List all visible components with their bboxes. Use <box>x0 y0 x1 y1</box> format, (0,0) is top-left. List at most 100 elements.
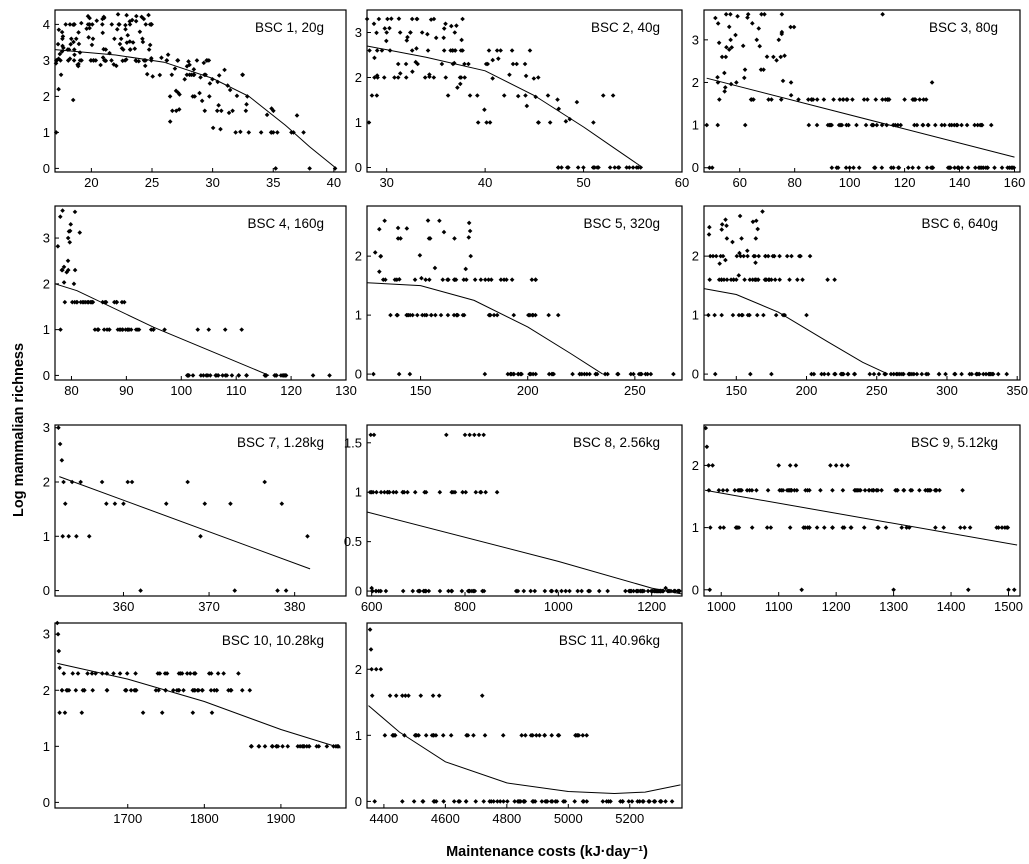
data-point <box>979 165 985 171</box>
fit-line <box>706 77 1015 158</box>
x-tick-label: 60 <box>675 175 689 190</box>
data-point <box>706 463 711 468</box>
data-point <box>430 693 436 698</box>
data-point <box>236 671 241 676</box>
x-tick-label: 5000 <box>554 811 583 826</box>
fit-line <box>54 283 270 376</box>
data-point <box>433 799 439 804</box>
data-point <box>807 253 813 259</box>
data-point <box>793 463 799 468</box>
data-point <box>500 733 506 738</box>
data-point <box>787 277 792 283</box>
data-point <box>1011 587 1017 593</box>
data-point <box>582 371 587 377</box>
data-point <box>977 371 982 377</box>
data-point <box>769 277 774 283</box>
data-point <box>99 479 105 485</box>
data-point <box>141 16 147 22</box>
x-tick-label: 160 <box>1004 175 1026 190</box>
data-point <box>413 59 419 65</box>
data-point <box>132 46 138 52</box>
data-point <box>732 487 738 493</box>
data-point <box>755 226 761 232</box>
data-point <box>433 312 438 318</box>
panel-title: BSC 10, 10.28kg <box>222 633 324 648</box>
x-tick-label: 200 <box>796 383 818 398</box>
y-tick-label: 2 <box>43 89 50 104</box>
x-tick-label: 1200 <box>637 599 666 614</box>
panel-11: 4400 4600 4800 5000 5200 0 1 2 BSC 11, 40.96kg <box>355 622 683 826</box>
data-point <box>749 525 755 530</box>
x-tick-label: 1000 <box>707 599 736 614</box>
data-point <box>671 371 676 377</box>
data-point <box>87 25 92 31</box>
data-point <box>445 312 451 318</box>
data-point <box>381 75 387 80</box>
data-point <box>844 122 849 128</box>
data-point <box>147 42 153 48</box>
data-point <box>832 277 837 283</box>
data-point <box>378 666 384 672</box>
data-point <box>899 525 905 530</box>
data-point <box>872 165 877 171</box>
data-point <box>393 489 399 495</box>
data-point <box>462 61 467 67</box>
data-point <box>707 253 713 259</box>
data-point <box>389 16 394 22</box>
data-point <box>829 165 835 171</box>
data-point <box>146 47 152 52</box>
data-point <box>197 90 202 96</box>
data-point <box>956 165 961 171</box>
data-point <box>717 261 722 266</box>
x-tick-label: 1100 <box>765 599 793 614</box>
data-point <box>209 710 215 715</box>
data-point <box>563 588 568 594</box>
data-point <box>825 371 831 377</box>
data-point <box>222 67 227 73</box>
data-point <box>432 265 438 271</box>
data-point <box>523 733 528 738</box>
data-point <box>886 97 892 102</box>
data-point <box>724 236 730 241</box>
data-point <box>382 733 388 738</box>
data-point <box>750 21 755 26</box>
data-point <box>883 525 889 530</box>
data-point <box>959 165 965 171</box>
data-point <box>736 273 742 278</box>
data-point <box>736 312 742 318</box>
data-point <box>546 312 551 318</box>
data-point <box>530 371 536 377</box>
data-point <box>467 588 473 594</box>
data-point <box>894 487 900 493</box>
data-point <box>427 236 433 241</box>
data-point <box>490 76 495 81</box>
data-point <box>460 489 465 495</box>
data-point <box>56 425 61 431</box>
data-point <box>776 37 782 43</box>
data-point <box>448 23 454 29</box>
y-tick-label: 4 <box>43 17 50 32</box>
data-point <box>561 799 566 804</box>
data-point <box>383 277 388 283</box>
data-point <box>545 93 551 98</box>
data-point <box>555 97 560 102</box>
data-point <box>124 40 130 45</box>
data-point <box>114 299 120 305</box>
data-point <box>602 371 608 377</box>
data-point <box>933 122 938 128</box>
data-point <box>462 432 468 438</box>
data-point <box>176 687 181 693</box>
data-point <box>386 489 392 495</box>
data-point <box>409 48 415 53</box>
data-point <box>745 15 750 20</box>
data-point <box>704 444 710 450</box>
data-point <box>923 97 929 102</box>
data-point <box>67 22 73 27</box>
data-point <box>404 38 410 43</box>
data-point <box>378 489 384 495</box>
panel-frame <box>703 9 1021 173</box>
data-point <box>144 71 150 77</box>
data-point <box>791 24 797 30</box>
data-point <box>93 58 99 63</box>
data-point <box>973 165 978 171</box>
